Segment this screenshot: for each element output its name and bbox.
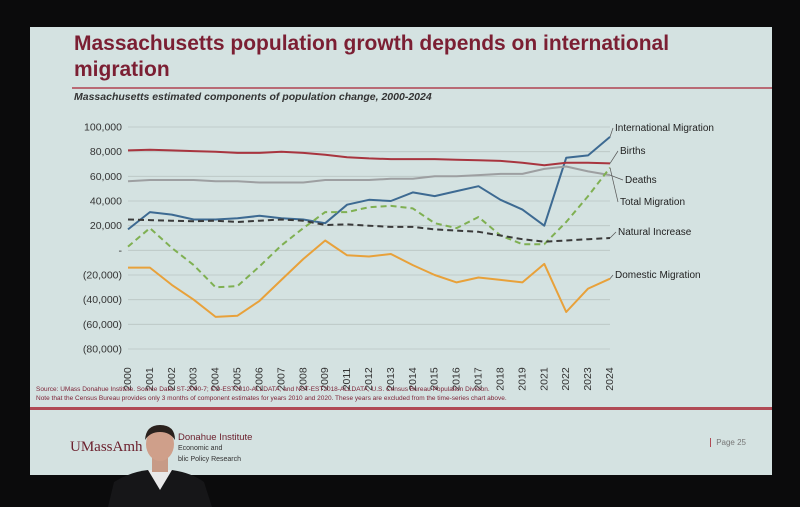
legend-label: Natural Increase <box>618 227 692 238</box>
y-tick-label: 60,000 <box>90 171 122 183</box>
y-tick-label: (60,000) <box>83 319 122 331</box>
legend-leader-line <box>609 167 619 203</box>
x-tick-label: 2014 <box>407 367 419 391</box>
source-note: Source: UMass Donahue Institute. Source … <box>36 385 766 403</box>
x-tick-label: 2001 <box>144 367 156 391</box>
y-axis-ticks: 100,000 80,000 60,000 40,000 20,000 - (20,000)… <box>83 122 123 356</box>
legend-label: International Migration <box>615 123 714 134</box>
x-tick-label: 2021 <box>538 367 550 391</box>
legend-leader-line <box>609 274 614 279</box>
x-tick-label: 2016 <box>451 367 463 391</box>
x-tick-label: 2009 <box>319 367 331 391</box>
series-line-international-migration <box>127 136 611 231</box>
y-tick-label: 80,000 <box>90 146 122 158</box>
presenter-silhouette <box>108 425 212 507</box>
series-line-domestic-migration <box>128 239 611 318</box>
chart-legend: International Migration Births Deaths Total… <box>609 123 714 281</box>
x-axis-ticks: 2000 2001 2002 2003 2004 2005 2006 2007 2008 2009… <box>122 367 616 391</box>
x-tick-label: 2013 <box>385 367 397 391</box>
series-line-deaths <box>127 165 611 184</box>
institute-subtitle-2: blic Policy Research <box>178 456 242 463</box>
x-tick-label: 2018 <box>494 367 506 391</box>
y-tick-label: 20,000 <box>90 220 122 232</box>
source-line: Source: UMass Donahue Institute. Source … <box>36 386 490 393</box>
x-tick-label: 2023 <box>582 367 594 391</box>
y-tick-label: (40,000) <box>83 294 122 306</box>
chart-subtitle: Massachusetts estimated components of po… <box>74 91 432 103</box>
y-tick-label: (80,000) <box>83 344 122 356</box>
x-tick-label: 2007 <box>275 367 287 391</box>
x-tick-label: 2003 <box>188 367 200 391</box>
legend-leader-line <box>609 127 614 137</box>
x-tick-label: 2012 <box>363 367 375 391</box>
legend-label: Domestic Migration <box>615 270 701 281</box>
x-tick-label: 2000 <box>122 367 134 391</box>
presentation-slide: Massachusetts population growth depends … <box>30 27 772 475</box>
x-tick-label: 2004 <box>210 367 222 391</box>
legend-label: Total Migration <box>620 197 685 208</box>
chart-gridlines <box>128 126 610 350</box>
page-number: Page 25 <box>710 438 746 447</box>
legend-label: Deaths <box>625 175 657 186</box>
x-tick-label: 2006 <box>253 367 265 391</box>
institute-title: Donahue Institute <box>178 432 253 443</box>
legend-label: Births <box>620 146 646 157</box>
y-tick-label: 40,000 <box>90 196 122 208</box>
institute-subtitle-1: Economic and <box>178 445 223 452</box>
x-tick-label: 2005 <box>232 367 244 391</box>
series-line-total-migration <box>127 167 611 289</box>
title-divider <box>72 87 772 89</box>
y-tick-label: (20,000) <box>83 270 122 282</box>
note-line: Note that the Census Bureau provides onl… <box>36 395 507 402</box>
y-tick-label: - <box>119 245 123 257</box>
series-line-births <box>127 148 611 167</box>
slide-title: Massachusetts population growth depends … <box>74 32 670 81</box>
series-line-natural-increase <box>127 218 611 243</box>
x-tick-label: 2011 <box>341 368 353 391</box>
x-tick-label: 2017 <box>473 367 485 391</box>
x-tick-label: 2022 <box>560 367 572 391</box>
population-change-chart: 100,000 80,000 60,000 40,000 20,000 - (20,000)… <box>83 122 714 391</box>
x-tick-label: 2015 <box>429 367 441 391</box>
institute-name: Donahue Institute Economic and blic Poli… <box>178 432 252 465</box>
legend-leader-line <box>609 231 617 239</box>
x-tick-label: 2024 <box>604 367 616 391</box>
legend-leader-line <box>609 150 619 164</box>
x-tick-label: 2002 <box>166 367 178 391</box>
footer-divider <box>30 407 772 410</box>
x-tick-label: 2008 <box>297 367 309 391</box>
chart-series <box>127 136 611 318</box>
umass-logo: UMassAmh <box>70 439 143 455</box>
y-tick-label: 100,000 <box>84 122 122 134</box>
x-tick-label: 2019 <box>516 367 528 391</box>
